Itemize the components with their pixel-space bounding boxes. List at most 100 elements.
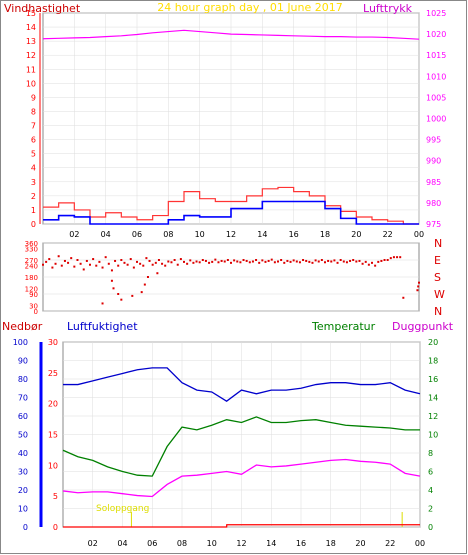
direction-point	[204, 259, 207, 262]
direction-point	[371, 261, 373, 264]
direction-point	[261, 259, 264, 262]
direction-tick-label: 270	[25, 257, 38, 265]
temperature-tick-label: 18	[428, 357, 438, 366]
wind-tick-label: 8	[31, 107, 36, 116]
direction-point	[198, 261, 201, 264]
direction-point	[123, 261, 126, 264]
direction-point	[298, 261, 301, 264]
direction-point	[214, 258, 217, 261]
x-tick-label: 22	[385, 539, 395, 548]
direction-point	[48, 258, 51, 261]
direction-point	[176, 263, 179, 266]
direction-point	[295, 260, 298, 263]
temperature-axis-ticks: 0 2 4 6 8 10 12 14 16 18 20	[428, 338, 438, 532]
rain-tick-label: 20	[18, 486, 28, 495]
direction-point	[396, 256, 399, 259]
humidity-tick-label: 0	[53, 523, 58, 532]
direction-point	[211, 260, 214, 263]
direction-point	[392, 256, 395, 259]
direction-point	[201, 259, 204, 261]
wind-tick-label: 5	[31, 150, 36, 159]
direction-point	[327, 259, 330, 262]
direction-point	[151, 263, 154, 266]
wind-tick-label: 7	[31, 122, 36, 131]
direction-point	[345, 261, 348, 264]
direction-point	[146, 276, 149, 278]
direction-point	[192, 261, 195, 264]
direction-point	[63, 259, 66, 262]
x-tick-label: 08	[177, 539, 187, 548]
direction-point	[107, 262, 110, 265]
direction-point	[156, 272, 159, 275]
wind-tick-label: 9	[31, 93, 36, 102]
x-tick-label: 16	[296, 539, 306, 548]
chart-title: 24 hour graph day , 01 June 2017	[157, 1, 343, 14]
direction-point	[110, 279, 113, 282]
direction-point	[226, 259, 229, 261]
direction-point	[239, 261, 242, 264]
direction-point	[377, 260, 380, 263]
direction-point	[289, 260, 292, 263]
x-tick-label: 00	[415, 539, 425, 548]
direction-point	[167, 260, 170, 263]
humidity-tick-label: 25	[48, 369, 58, 378]
x-tick-label: 22	[383, 230, 393, 239]
avg_wind-line	[43, 200, 419, 225]
x-tick-label: 00	[414, 230, 424, 239]
direction-point	[236, 260, 239, 263]
direction-point	[255, 259, 258, 261]
compass-label: N	[434, 237, 442, 250]
humidity-tick-label: 10	[48, 461, 58, 470]
direction-point	[264, 260, 267, 263]
x-tick-label: 08	[163, 230, 173, 239]
direction-point	[230, 261, 232, 264]
temperature-tick-label: 20	[428, 338, 438, 347]
dewpoint-line	[62, 458, 421, 498]
direction-point	[292, 259, 295, 262]
temperature-tick-label: 12	[428, 412, 438, 421]
direction-point	[139, 262, 142, 265]
wind-tick-label: 15	[26, 9, 36, 18]
direction-point	[417, 285, 420, 288]
temperature-tick-label: 6	[428, 468, 433, 477]
pressure-tick-label: 975	[426, 220, 441, 229]
direction-point	[333, 259, 336, 262]
rain-axis-ticks: 0 10 20 30 40 50 60 70 80 90 100	[13, 338, 28, 532]
temperature-tick-label: 10	[428, 431, 438, 440]
direction-point	[85, 259, 88, 262]
temperature-tick-label: 4	[428, 486, 433, 495]
direction-point	[277, 260, 279, 263]
humidity-tick-label: 20	[48, 400, 58, 409]
humidity-line	[63, 367, 421, 402]
humidity-tick-label: 30	[48, 338, 58, 347]
pressure-tick-label: 1010	[426, 72, 446, 81]
x-tick-label: 14	[257, 230, 267, 239]
humidity-axis-label: Luftfuktighet	[67, 320, 138, 333]
direction-point	[355, 260, 358, 263]
wind-tick-label: 2	[31, 192, 36, 201]
direction-point	[399, 256, 402, 259]
direction-point	[164, 264, 167, 267]
direction-point	[339, 259, 342, 261]
rain-tick-label: 60	[18, 412, 28, 421]
direction-point	[280, 259, 283, 261]
pressure-tick-label: 985	[426, 178, 441, 187]
pressure-tick-label: 1000	[426, 115, 446, 124]
direction-points	[42, 255, 420, 305]
direction-point	[361, 262, 364, 265]
rain-line	[63, 524, 420, 528]
direction-point	[132, 266, 135, 269]
sunrise-annotation: Soloppgang	[96, 504, 149, 514]
direction-point	[114, 259, 117, 262]
temperature-tick-label: 0	[428, 523, 433, 532]
pressure-tick-label: 990	[426, 157, 441, 166]
pressure-tick-label: 980	[426, 199, 441, 208]
direction-point	[143, 283, 146, 286]
direction-point	[352, 259, 355, 261]
direction-point	[60, 264, 63, 267]
direction-grid	[43, 242, 419, 312]
direction-point	[273, 261, 276, 264]
